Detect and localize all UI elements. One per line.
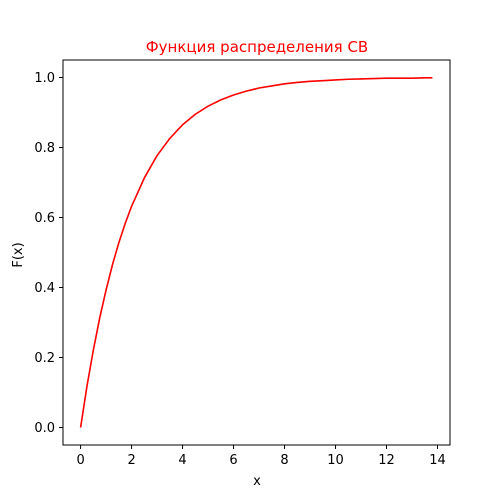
x-axis-label: x (253, 474, 261, 489)
x-tick-label: 2 (127, 453, 135, 468)
x-tick-label: 10 (327, 453, 344, 468)
x-axis: 0 2 4 6 8 10 12 14 (76, 445, 446, 468)
axes-frame (62, 59, 451, 446)
y-tick-label: 1.0 (34, 71, 55, 86)
x-tick-label: 14 (429, 453, 446, 468)
x-tick-label: 0 (76, 453, 84, 468)
y-tick-label: 0.2 (34, 351, 55, 366)
x-tick-label: 6 (229, 453, 237, 468)
y-tick-label: 0.6 (34, 211, 55, 226)
chart-title: Функция распределения СВ (146, 38, 368, 56)
y-tick-label: 0.4 (34, 281, 55, 296)
y-tick-label: 0.0 (34, 421, 55, 436)
x-tick-label: 8 (280, 453, 288, 468)
y-axis: 0.0 0.2 0.4 0.6 0.8 1.0 (34, 71, 63, 436)
series-line-0 (79, 77, 433, 428)
plot-area (62, 59, 451, 446)
x-tick-label: 4 (178, 453, 186, 468)
y-tick-label: 0.8 (34, 141, 55, 156)
y-axis-label: F(x) (11, 242, 26, 267)
x-tick-label: 12 (378, 453, 395, 468)
